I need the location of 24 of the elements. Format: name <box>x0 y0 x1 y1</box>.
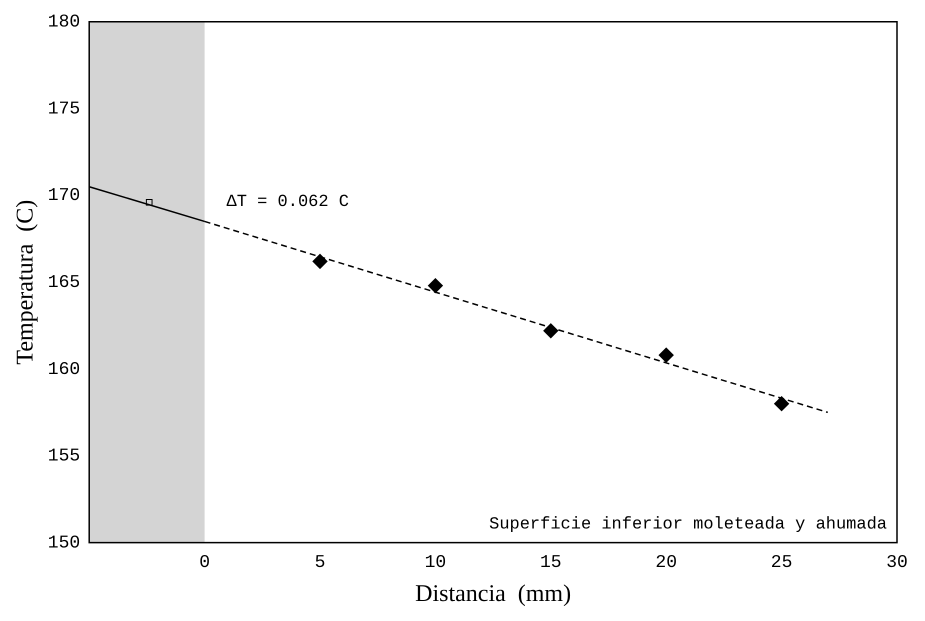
y-tick-label: 175 <box>48 99 80 120</box>
annotation: ΔT = 0.062 C <box>226 192 349 212</box>
point <box>658 348 674 363</box>
x-tick-label: 30 <box>886 553 908 574</box>
x-tick-label: 0 <box>199 553 210 574</box>
point <box>146 199 153 206</box>
x-axis-title: Distancia (mm) <box>415 580 572 607</box>
point <box>774 396 790 412</box>
annotation: Superficie inferior moleteada y ahumada <box>489 516 887 535</box>
y-tick-label: 150 <box>48 533 80 554</box>
point <box>428 278 443 294</box>
x-tick-label: 10 <box>424 553 446 574</box>
x-tick-label: 20 <box>655 553 678 574</box>
y-axis-title: Temperatura (C) <box>12 200 39 365</box>
point <box>312 254 328 269</box>
x-tick-label: 25 <box>770 553 792 574</box>
x-tick-label: 5 <box>314 553 326 574</box>
point <box>543 323 558 338</box>
y-tick-label: 160 <box>48 360 80 380</box>
y-tick-label: 165 <box>48 272 80 293</box>
y-tick-label: 155 <box>48 446 80 467</box>
x-tick-label: 15 <box>540 553 562 574</box>
y-tick-label: 180 <box>48 12 80 33</box>
y-tick-label: 170 <box>48 186 80 206</box>
